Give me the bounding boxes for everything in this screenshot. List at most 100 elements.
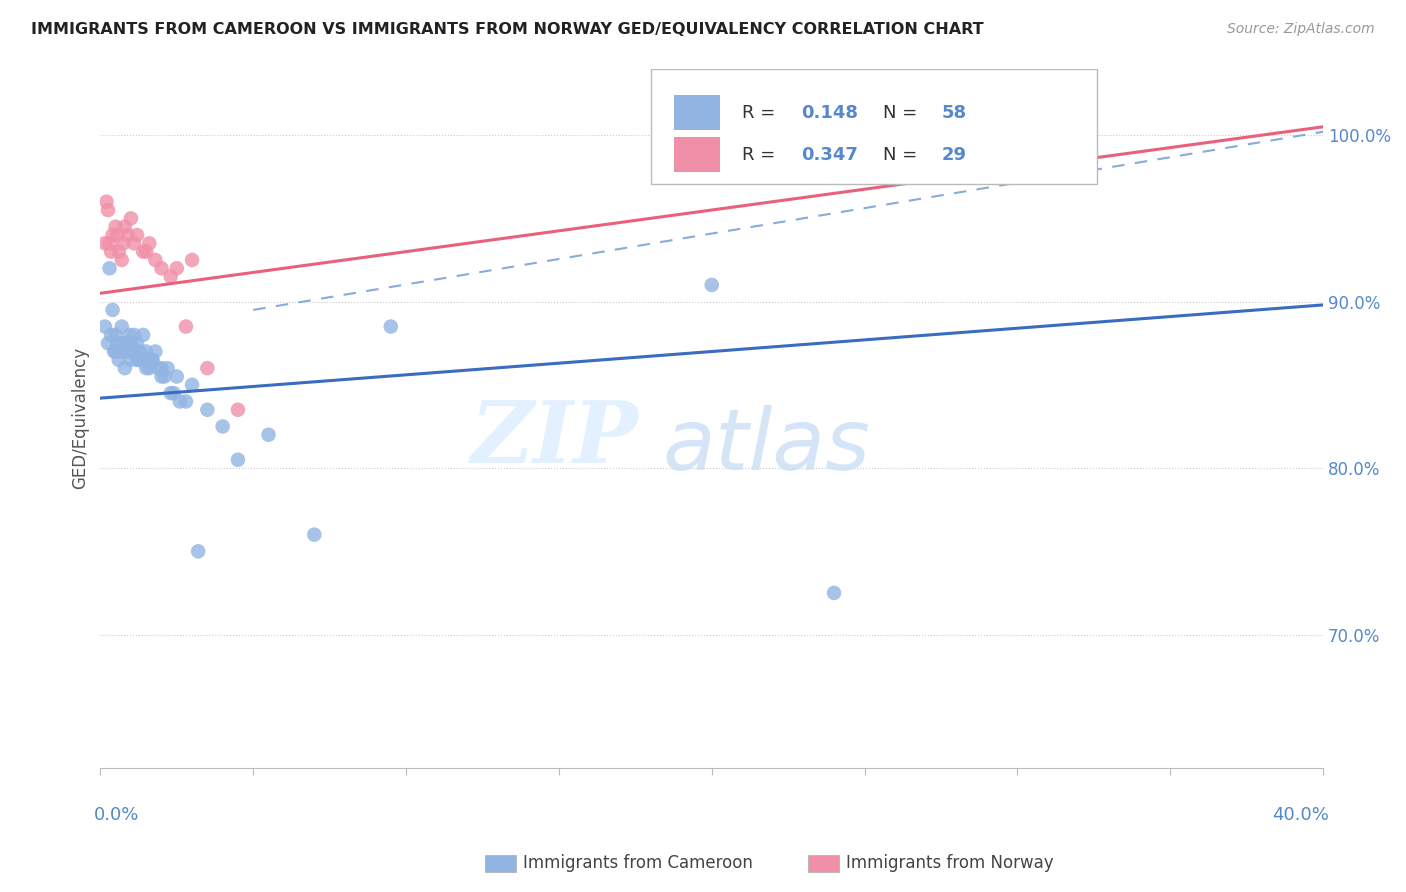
Point [125, 352, 148, 367]
Point [111, 319, 134, 334]
Text: N =: N = [883, 103, 922, 121]
Point [114, 219, 136, 234]
Point [187, 544, 209, 558]
Text: Immigrants from Cameroon: Immigrants from Cameroon [523, 855, 752, 872]
Point [174, 394, 197, 409]
Point [166, 261, 188, 276]
Point [823, 586, 845, 600]
Text: 58: 58 [942, 103, 967, 121]
Point [105, 227, 128, 242]
Text: R =: R = [742, 103, 782, 121]
Text: 0.0%: 0.0% [94, 806, 139, 824]
Point [211, 419, 233, 434]
Point [159, 269, 181, 284]
Text: Source: ZipAtlas.com: Source: ZipAtlas.com [1227, 22, 1375, 37]
Point [111, 252, 134, 267]
Point [98, 261, 121, 276]
Point [1007, 169, 1029, 184]
Point [135, 352, 157, 367]
Point [132, 352, 155, 367]
Point [138, 236, 160, 251]
Point [100, 244, 122, 259]
FancyBboxPatch shape [673, 137, 720, 172]
Point [700, 277, 723, 292]
Point [120, 336, 142, 351]
Point [226, 402, 249, 417]
Point [101, 302, 124, 317]
Point [129, 352, 152, 367]
Point [94, 236, 117, 251]
Point [117, 227, 139, 242]
Point [141, 352, 163, 367]
Point [195, 402, 218, 417]
Point [97, 202, 120, 217]
Point [111, 336, 134, 351]
Point [174, 319, 197, 334]
Point [115, 336, 138, 351]
Point [132, 327, 155, 342]
Point [118, 327, 141, 342]
Point [145, 344, 167, 359]
Point [94, 319, 117, 334]
Point [104, 344, 127, 359]
Point [138, 361, 160, 376]
Point [163, 386, 186, 401]
Point [380, 319, 402, 334]
Point [107, 244, 129, 259]
Point [135, 361, 157, 376]
Point [150, 361, 173, 376]
Point [96, 194, 118, 209]
Point [129, 344, 152, 359]
Point [112, 344, 135, 359]
Point [141, 352, 163, 367]
Point [762, 169, 785, 184]
Point [148, 361, 170, 376]
Text: R =: R = [742, 145, 782, 163]
Point [135, 244, 157, 259]
Point [159, 386, 181, 401]
Point [110, 344, 132, 359]
Point [122, 344, 145, 359]
Point [104, 219, 127, 234]
Point [104, 327, 127, 342]
Point [257, 427, 280, 442]
Point [181, 377, 204, 392]
Point [103, 344, 125, 359]
Point [112, 236, 135, 251]
Y-axis label: GED/Equivalency: GED/Equivalency [72, 347, 89, 489]
Point [114, 361, 136, 376]
Point [101, 227, 124, 242]
FancyBboxPatch shape [651, 69, 1097, 184]
Point [120, 352, 142, 367]
Point [117, 344, 139, 359]
Point [150, 261, 173, 276]
Text: 0.347: 0.347 [801, 145, 858, 163]
Point [125, 336, 148, 351]
Text: ZIP: ZIP [471, 397, 638, 481]
Point [125, 227, 148, 242]
Text: 40.0%: 40.0% [1272, 806, 1329, 824]
Text: 29: 29 [942, 145, 967, 163]
Point [195, 361, 218, 376]
Point [107, 352, 129, 367]
Point [117, 336, 139, 351]
Point [150, 369, 173, 384]
Point [145, 252, 167, 267]
Point [169, 394, 191, 409]
Point [122, 344, 145, 359]
Text: Immigrants from Norway: Immigrants from Norway [846, 855, 1054, 872]
Point [120, 211, 142, 226]
Point [132, 244, 155, 259]
Point [98, 236, 121, 251]
Point [100, 327, 122, 342]
Point [226, 452, 249, 467]
Point [122, 327, 145, 342]
Point [153, 369, 176, 384]
Point [97, 336, 120, 351]
Point [122, 236, 145, 251]
Point [156, 361, 179, 376]
Text: 0.148: 0.148 [801, 103, 858, 121]
Point [166, 369, 188, 384]
FancyBboxPatch shape [673, 95, 720, 130]
Text: atlas: atlas [662, 405, 870, 488]
